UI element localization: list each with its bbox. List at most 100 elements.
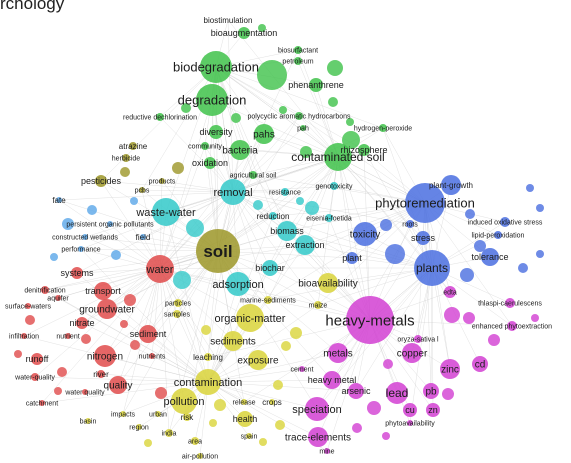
network-node-unlabeled: [173, 271, 191, 289]
label-heavy-metals: heavy-metals: [325, 312, 414, 329]
label-denitrification: denitrification: [24, 287, 65, 294]
label-samples: samples: [164, 311, 191, 318]
node-persistent-organic-pollutants: [107, 221, 113, 227]
labels-layer: biostimulation bioaugmentation biosurfacta…: [5, 16, 552, 461]
node-agricultural-soil: [249, 171, 257, 179]
link-removal-pah: [232, 127, 304, 193]
network-node-unlabeled: [444, 307, 460, 323]
link-biodegradation-contaminated-soil: [215, 66, 339, 158]
label-herbicide: herbicide: [112, 155, 141, 162]
label-aquifer: aquifer: [47, 295, 69, 302]
node-health: [237, 411, 253, 427]
link-water-sediments: [159, 268, 234, 342]
label-biomass: biomass: [270, 226, 304, 236]
network-node-unlabeled: [50, 253, 58, 261]
link-plants-marine-sediments: [267, 267, 433, 301]
label-river: river: [93, 370, 109, 379]
link-plants-extraction: [304, 244, 433, 269]
network-node-unlabeled: [518, 263, 528, 273]
network-node-unlabeled: [124, 294, 136, 306]
label-cu: cu: [405, 405, 415, 415]
network-node-unlabeled: [257, 60, 287, 90]
link-phytoremediation-reduction: [272, 202, 426, 217]
label-india: india: [162, 430, 177, 437]
label-nitrate: nitrate: [69, 318, 94, 328]
network-node-unlabeled: [172, 162, 184, 174]
label-plant: plant: [342, 253, 362, 263]
label-cement: cement: [291, 366, 314, 373]
label-reduction: reduction: [257, 212, 290, 221]
node-biomass: [277, 221, 297, 241]
node-pesticides: [95, 175, 107, 187]
network-node-unlabeled: [442, 388, 454, 400]
node-sediment: [139, 325, 157, 343]
network-node-unlabeled: [181, 103, 191, 113]
network-node-unlabeled: [201, 325, 211, 335]
network-node-unlabeled: [120, 320, 128, 328]
link-soil-quality: [117, 250, 219, 386]
node-crops: [269, 399, 275, 405]
link-contamination-aquifer: [57, 297, 209, 383]
label-runoff: runoff: [26, 354, 49, 364]
link-biodegradation-pesticides: [100, 66, 217, 182]
link-phytoremediation-agricultural-soil: [252, 174, 426, 204]
node-groundwater: [97, 299, 117, 319]
link-contamination-reduction: [207, 215, 274, 383]
network-node-unlabeled: [54, 387, 62, 395]
node-eisenia-foetida: [325, 214, 333, 222]
link-water-pesticides: [100, 180, 161, 270]
network-node-unlabeled: [380, 219, 392, 231]
node-thlaspi-caerulescens: [505, 298, 515, 308]
node-pcbs: [139, 187, 145, 193]
node-genotoxicity: [330, 182, 338, 190]
network-node-unlabeled: [130, 197, 138, 205]
label-pahs: pahs: [253, 130, 275, 141]
node-herbicide: [122, 154, 130, 162]
link-water-leaching: [159, 268, 209, 358]
network-node-unlabeled: [214, 399, 226, 411]
label-metals: metals: [323, 349, 352, 360]
label-bioavailability: bioavailability: [298, 279, 357, 290]
link-biodegradation-hydrogen-peroxide: [215, 66, 384, 129]
node-river: [97, 370, 105, 378]
label-petroleum: petroleum: [282, 58, 313, 65]
label-soil: soil: [203, 242, 232, 261]
label-oxidation: oxidation: [192, 158, 228, 168]
label-contamination: contamination: [174, 377, 243, 389]
node-atrazine: [129, 142, 137, 150]
node-contamination: [195, 369, 221, 395]
link-biodegradation-rhizosphere: [215, 66, 365, 151]
link-contaminated-soil-waste-water: [165, 156, 339, 213]
label-contaminated-soil: contaminated soil: [291, 150, 384, 164]
node-adsorption: [226, 272, 250, 296]
link-removal-reductive-dechlorination: [159, 116, 234, 193]
label-release: release: [233, 399, 256, 406]
link-contamination-performance: [80, 248, 209, 383]
node-oryza-sativa: [414, 335, 422, 343]
link-water-infiltration: [23, 268, 161, 337]
link-contamination-impacts: [122, 381, 209, 415]
network-node-unlabeled: [488, 334, 500, 346]
label-phenanthrene: phenanthrene: [288, 80, 344, 90]
link-contaminated-soil-petroleum: [297, 60, 339, 158]
label-persistent-organic-pollutants: persistent organic pollutants: [66, 221, 154, 228]
node-constructed-wetlands: [82, 234, 88, 240]
node-arsenic: [348, 383, 364, 399]
label-oryza-sativa: oryza-sativa l: [397, 336, 439, 343]
network-node-unlabeled: [144, 439, 152, 447]
label-pb: pb: [425, 387, 437, 398]
label-health: health: [233, 414, 258, 424]
link-water-nitrogen: [104, 268, 161, 357]
link-plants-maize: [317, 267, 433, 306]
node-particles: [174, 299, 182, 307]
label-bioaugmentation: bioaugmentation: [211, 28, 278, 38]
node-sediments: [223, 331, 243, 351]
link-phytoremediation-enhanced-phytoextraction: [424, 202, 513, 327]
node-fate: [56, 197, 62, 203]
network-node-unlabeled: [57, 367, 67, 377]
network-node-unlabeled: [346, 118, 354, 126]
node-samples: [173, 310, 181, 318]
label-pesticides: pesticides: [81, 176, 122, 186]
label-products: products: [149, 178, 176, 185]
